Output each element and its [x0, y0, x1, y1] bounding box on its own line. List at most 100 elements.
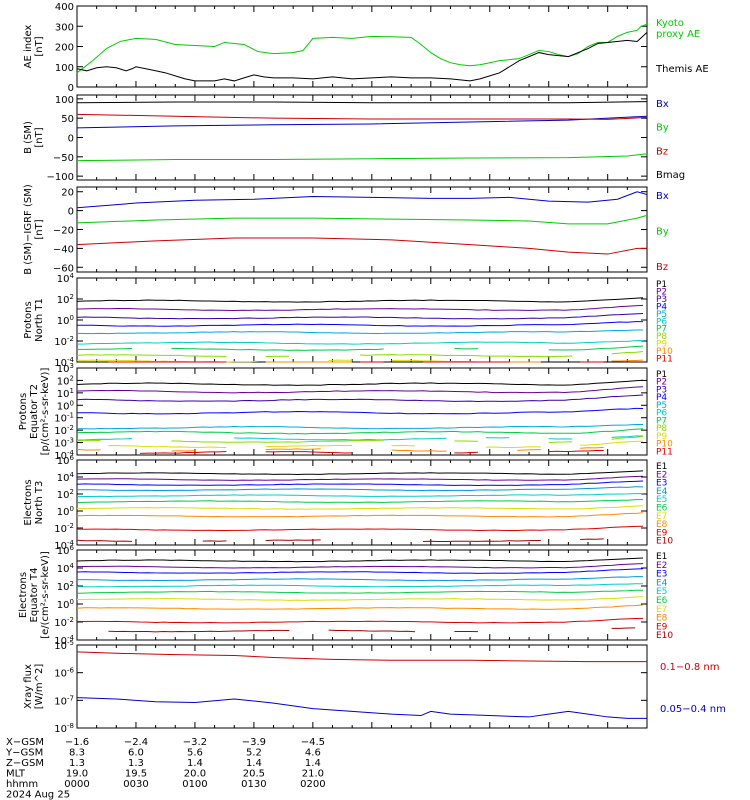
- series-line: [76, 359, 258, 363]
- series-line: [265, 451, 353, 454]
- series-line: [76, 697, 647, 719]
- series-line: [485, 446, 541, 449]
- x-row-value: 1.3: [69, 758, 85, 769]
- series-line: [76, 304, 644, 312]
- y-axis-label: North T3: [34, 481, 45, 525]
- legend-label: E3: [656, 479, 667, 489]
- x-row-value: 6.0: [128, 748, 144, 759]
- legend-label: P11: [656, 355, 673, 365]
- legend-label: P2: [656, 378, 667, 388]
- x-row-value: 0200: [300, 779, 325, 790]
- series-line: [76, 386, 644, 394]
- series-line: [76, 153, 648, 162]
- x-row-value: 1.4: [305, 758, 321, 769]
- series-line: [76, 428, 644, 435]
- y-axis-label: [nT]: [34, 127, 45, 147]
- y-axis-label: Protons: [18, 393, 29, 430]
- legend-label: E4: [656, 578, 668, 588]
- y-tick-label: 104: [57, 471, 75, 484]
- x-row-value: 0100: [182, 779, 207, 790]
- x-row-value: 0130: [241, 779, 266, 790]
- x-row-label: hhmm: [6, 779, 38, 790]
- y-tick-label: 10-2: [54, 424, 74, 437]
- series-line: [76, 214, 648, 225]
- series-line: [76, 115, 648, 129]
- legend-label: Bx: [656, 191, 669, 202]
- x-row-value: 1.4: [246, 758, 262, 769]
- y-axis-label: North T1: [34, 298, 45, 342]
- y-tick-label: −60: [53, 263, 74, 274]
- legend-label: P11: [656, 447, 673, 457]
- legend-label: Bz: [656, 146, 668, 157]
- legend-label: Themis AE: [655, 64, 709, 75]
- legend-label: E6: [656, 504, 668, 514]
- x-row-label: X−GSM: [6, 737, 44, 748]
- series-line: [265, 448, 321, 451]
- x-row-value: 20.5: [243, 769, 265, 780]
- series-line: [548, 345, 644, 351]
- panel-8: 10-5 10-6 10-7 10-8 Xray flux [W/m^2] 0.1−0.8 …: [23, 639, 726, 735]
- panel-4: 104 102 100 10-2 10-4 Protons North T1 P1P2P3P4…: [23, 272, 673, 369]
- y-tick-label: 100: [55, 95, 74, 106]
- series-line: [76, 539, 133, 542]
- series-line: [76, 651, 647, 663]
- y-tick-label: 10-2: [54, 616, 74, 629]
- legend-label: P8: [656, 424, 667, 434]
- y-tick-label: 10-2: [54, 522, 74, 535]
- series-line: [108, 444, 227, 449]
- legend-label: P1: [656, 280, 667, 290]
- date-label: 2024 Aug 25: [6, 790, 70, 800]
- series-line: [580, 440, 644, 446]
- y-axis-label: Electrons: [18, 572, 29, 618]
- y-tick-label: 100: [55, 63, 74, 74]
- panel-3: 20 0 −20 −40 −60 B (SM)−IGRF (SM) [nT] Bx By Bz: [23, 184, 669, 275]
- panel-2: 100 50 0 −50 −100 B (SM) [nT] Bx By Bz Bmag: [23, 94, 685, 183]
- series-line: [76, 525, 644, 532]
- legend-label: P8: [656, 332, 667, 342]
- series-line: [360, 354, 573, 358]
- y-tick-label: 10-8: [54, 722, 74, 735]
- series-line: [76, 617, 644, 624]
- y-tick-label: 102: [57, 293, 74, 306]
- series-line: [611, 435, 644, 440]
- legend-label: E5: [656, 495, 667, 505]
- series-line: [611, 351, 644, 355]
- y-axis-label: Xray flux: [23, 664, 34, 709]
- x-row-value: 5.2: [246, 748, 262, 759]
- legend-label: E10: [656, 631, 673, 641]
- series-line: [108, 629, 290, 633]
- y-axis-label: AE index: [23, 25, 34, 69]
- y-tick-label: 10-3: [54, 437, 74, 450]
- x-axis-table: X−GSM −1.6 −2.4 −3.2 −3.9 −4.5 Y−GSM 8.3 6.0 5.6 5…: [5, 737, 326, 800]
- y-tick-label: 0: [68, 207, 74, 218]
- legend-label: 0.1−0.8 nm: [660, 662, 719, 673]
- series-line: [454, 451, 478, 454]
- series-line: [76, 340, 644, 345]
- legend-label: E6: [656, 596, 668, 606]
- y-tick-label: 102: [57, 580, 74, 593]
- x-row-value: −1.6: [65, 737, 89, 748]
- legend-label: P6: [656, 409, 667, 419]
- y-tick-label: 106: [57, 454, 75, 467]
- series-line: [76, 312, 644, 320]
- y-axis-label: Equator T4: [29, 568, 40, 623]
- series-line: [76, 113, 648, 120]
- x-row-value: 0000: [64, 779, 89, 790]
- legend-label: P2: [656, 287, 667, 297]
- x-row-value: 1.4: [187, 758, 203, 769]
- legend-label: P7: [656, 325, 667, 335]
- series-line: [171, 439, 384, 443]
- legend-label: E3: [656, 570, 667, 580]
- y-tick-label: −50: [53, 153, 74, 164]
- x-row-value: 1.3: [128, 758, 144, 769]
- y-axis-label: B (SM): [23, 121, 34, 154]
- series-line: [76, 379, 644, 386]
- legend-label: E7: [656, 605, 667, 615]
- series-line: [265, 539, 321, 542]
- panel-frame: [76, 549, 648, 641]
- series-line: [76, 394, 644, 402]
- y-tick-label: 20: [61, 188, 74, 199]
- legend-label: P1: [656, 370, 667, 380]
